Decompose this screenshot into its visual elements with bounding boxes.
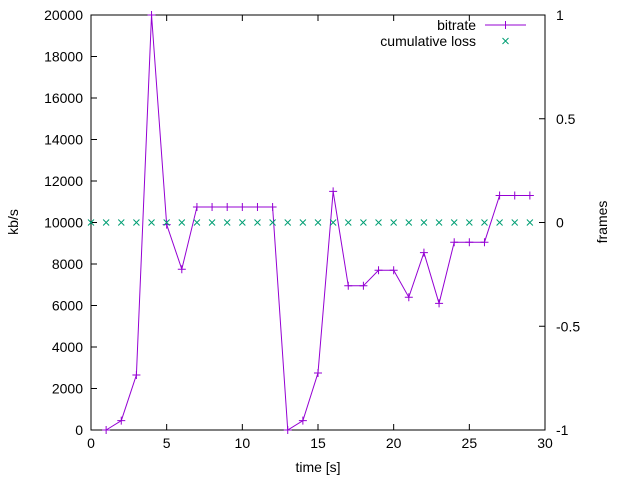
data-point-cross <box>375 219 382 226</box>
data-point-cross <box>133 219 140 226</box>
data-point-plus <box>147 11 156 19</box>
data-point-plus <box>298 416 307 425</box>
data-point-cross <box>193 219 201 226</box>
data-point-cross <box>465 219 473 226</box>
data-point-cross <box>420 219 428 226</box>
data-point-cross <box>117 219 125 226</box>
y-axis-label: kb/s <box>5 209 21 235</box>
x-tick-label: 15 <box>310 435 326 451</box>
x-axis-label: time [s] <box>295 459 340 475</box>
y-tick-label: 0 <box>75 422 83 438</box>
data-point-plus <box>374 266 383 275</box>
data-point-plus <box>465 238 474 247</box>
data-point-plus <box>359 281 368 290</box>
data-point-cross <box>102 219 110 226</box>
data-point-cross <box>148 219 155 226</box>
data-point-cross <box>87 219 95 226</box>
data-point-plus <box>344 281 353 290</box>
data-point-cross <box>238 219 246 226</box>
data-point-plus <box>404 293 413 302</box>
data-point-plus <box>450 238 459 247</box>
data-point-cross <box>360 219 367 226</box>
y2-tick-label: -1 <box>556 422 569 438</box>
data-point-cross <box>390 219 398 226</box>
data-point-plus <box>283 426 292 434</box>
data-point-cross <box>314 219 322 226</box>
y-tick-label: 4000 <box>52 339 83 355</box>
y-tick-label: 12000 <box>44 173 83 189</box>
data-point-plus <box>480 238 489 247</box>
data-point-plus <box>268 202 277 211</box>
data-point-cross <box>405 219 413 226</box>
x-tick-label: 5 <box>163 435 171 451</box>
data-point-plus <box>223 202 232 211</box>
data-point-plus <box>495 191 504 200</box>
y2-tick-label: 0.5 <box>556 111 576 127</box>
data-point-cross <box>163 219 171 226</box>
data-point-cross <box>496 219 503 226</box>
data-point-plus <box>419 248 428 257</box>
y-tick-label: 16000 <box>44 90 83 106</box>
y2-tick-label: 1 <box>556 7 564 23</box>
data-point-cross <box>329 219 337 226</box>
data-point-cross <box>284 219 292 226</box>
series-bitrate <box>102 11 534 434</box>
data-point-plus <box>177 265 186 274</box>
data-point-plus <box>501 21 510 29</box>
data-point-plus <box>314 368 322 377</box>
legend-label: cumulative loss <box>380 33 476 49</box>
data-point-cross <box>299 219 307 226</box>
y-tick-label: 8000 <box>52 256 83 272</box>
data-point-plus <box>238 202 247 211</box>
y2-tick-label: 0 <box>556 215 564 231</box>
x-tick-label: 10 <box>235 435 251 451</box>
data-point-plus <box>117 416 126 425</box>
data-point-cross <box>511 219 519 226</box>
y-tick-label: 20000 <box>44 7 83 23</box>
series-layer <box>87 11 534 434</box>
y2-tick-label: -0.5 <box>556 318 580 334</box>
ticks: 0 5 10 15 20 25 300200040006000800010000120001… <box>44 7 580 451</box>
y-tick-label: 6000 <box>52 298 83 314</box>
y-tick-label: 10000 <box>44 215 83 231</box>
data-point-cross <box>254 219 261 226</box>
x-tick-label: 30 <box>537 435 553 451</box>
data-point-plus <box>525 191 534 200</box>
y-tick-label: 14000 <box>44 132 83 148</box>
data-point-plus <box>192 202 201 211</box>
data-point-cross <box>526 219 534 226</box>
data-point-cross <box>223 219 231 226</box>
x-tick-label: 0 <box>87 435 95 451</box>
data-point-cross <box>208 219 216 226</box>
data-point-cross <box>344 219 352 226</box>
data-point-cross <box>269 219 276 226</box>
data-point-cross <box>450 219 458 226</box>
y-tick-label: 18000 <box>44 49 83 65</box>
data-point-cross <box>502 37 509 45</box>
data-point-plus <box>132 371 141 380</box>
data-point-plus <box>329 187 338 196</box>
data-point-plus <box>253 202 262 211</box>
data-point-plus <box>389 266 398 275</box>
x-tick-label: 20 <box>386 435 402 451</box>
series-cumulative-loss <box>87 219 534 226</box>
y2-axis-label: frames <box>594 201 610 244</box>
data-point-plus <box>162 220 171 229</box>
data-point-plus <box>435 299 444 308</box>
data-point-cross <box>178 219 186 226</box>
y-tick-label: 2000 <box>52 381 83 397</box>
legend-label: bitrate <box>437 17 476 33</box>
data-point-plus <box>510 191 519 200</box>
data-point-cross <box>481 219 488 226</box>
data-point-plus <box>102 426 111 434</box>
x-tick-label: 25 <box>462 435 478 451</box>
data-point-cross <box>435 219 443 226</box>
data-point-plus <box>208 202 217 211</box>
